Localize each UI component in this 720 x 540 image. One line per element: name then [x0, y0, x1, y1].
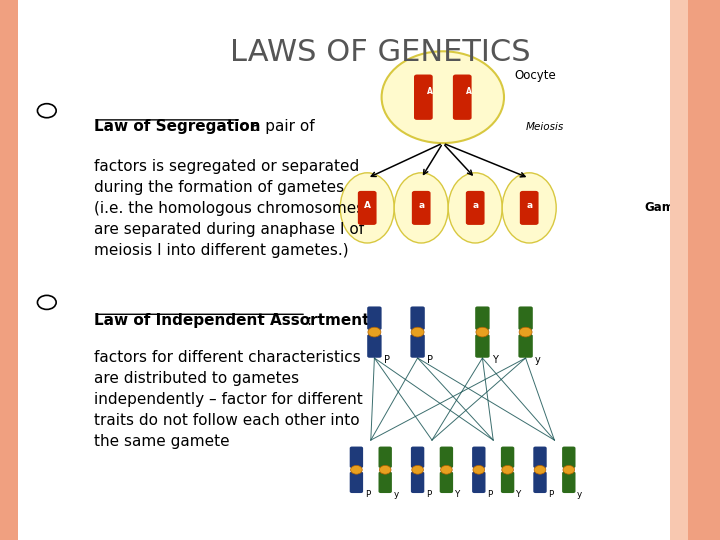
Text: P: P: [549, 490, 554, 499]
Text: a: a: [472, 201, 478, 210]
FancyBboxPatch shape: [475, 334, 490, 357]
Ellipse shape: [503, 173, 557, 243]
Text: P: P: [384, 355, 390, 365]
FancyBboxPatch shape: [520, 191, 539, 225]
Text: y: y: [577, 490, 582, 499]
FancyBboxPatch shape: [534, 447, 546, 468]
Circle shape: [37, 295, 56, 309]
Ellipse shape: [382, 51, 504, 143]
Text: a: a: [526, 201, 532, 210]
Text: Law of Independent Assortment: Law of Independent Assortment: [94, 313, 369, 328]
FancyBboxPatch shape: [440, 447, 453, 468]
Text: A: A: [427, 87, 433, 96]
FancyBboxPatch shape: [670, 0, 688, 540]
Text: Y: Y: [455, 490, 460, 499]
Text: P: P: [426, 490, 431, 499]
FancyBboxPatch shape: [518, 334, 533, 357]
FancyBboxPatch shape: [411, 447, 424, 468]
Circle shape: [534, 465, 546, 474]
FancyBboxPatch shape: [350, 471, 363, 493]
Circle shape: [563, 465, 575, 474]
Circle shape: [441, 465, 452, 474]
Text: y: y: [394, 490, 399, 499]
FancyBboxPatch shape: [414, 75, 433, 120]
Text: Meiosis: Meiosis: [526, 122, 564, 132]
FancyBboxPatch shape: [472, 447, 485, 468]
Text: Gametes: Gametes: [644, 201, 703, 214]
FancyBboxPatch shape: [367, 306, 382, 330]
Text: a: a: [418, 201, 424, 210]
Ellipse shape: [448, 173, 503, 243]
FancyBboxPatch shape: [688, 0, 720, 540]
Circle shape: [476, 327, 489, 337]
FancyBboxPatch shape: [358, 191, 377, 225]
Text: :: :: [306, 313, 311, 328]
Text: Law of Segregation: Law of Segregation: [94, 119, 260, 134]
FancyBboxPatch shape: [534, 471, 546, 493]
Circle shape: [411, 327, 424, 337]
FancyBboxPatch shape: [501, 471, 514, 493]
FancyBboxPatch shape: [411, 471, 424, 493]
FancyBboxPatch shape: [475, 306, 490, 330]
Text: Oocyte: Oocyte: [515, 69, 557, 82]
Ellipse shape: [340, 173, 395, 243]
FancyBboxPatch shape: [412, 191, 431, 225]
FancyBboxPatch shape: [410, 334, 425, 357]
Circle shape: [368, 327, 381, 337]
FancyBboxPatch shape: [379, 447, 392, 468]
Text: y: y: [535, 355, 541, 365]
FancyBboxPatch shape: [0, 0, 18, 540]
FancyBboxPatch shape: [562, 471, 575, 493]
Text: A: A: [364, 201, 371, 210]
Circle shape: [473, 465, 485, 474]
Text: LAWS OF GENETICS: LAWS OF GENETICS: [230, 38, 531, 67]
Circle shape: [519, 327, 532, 337]
FancyBboxPatch shape: [440, 471, 453, 493]
FancyBboxPatch shape: [501, 447, 514, 468]
Circle shape: [412, 465, 423, 474]
Text: Y: Y: [516, 490, 521, 499]
FancyBboxPatch shape: [562, 447, 575, 468]
Circle shape: [502, 465, 513, 474]
Circle shape: [379, 465, 391, 474]
FancyBboxPatch shape: [379, 471, 392, 493]
FancyBboxPatch shape: [410, 306, 425, 330]
FancyBboxPatch shape: [367, 334, 382, 357]
Text: : a pair of: : a pair of: [241, 119, 315, 134]
Text: A: A: [466, 87, 472, 96]
FancyBboxPatch shape: [453, 75, 472, 120]
FancyBboxPatch shape: [518, 306, 533, 330]
Text: P: P: [427, 355, 433, 365]
Text: factors for different characteristics
are distributed to gametes
independently –: factors for different characteristics ar…: [94, 350, 362, 449]
Text: factors is segregated or separated
during the formation of gametes
(i.e. the hom: factors is segregated or separated durin…: [94, 159, 364, 258]
Ellipse shape: [395, 173, 448, 243]
Circle shape: [37, 104, 56, 118]
Circle shape: [351, 465, 362, 474]
Text: Y: Y: [492, 355, 498, 365]
FancyBboxPatch shape: [350, 447, 363, 468]
Text: P: P: [365, 490, 370, 499]
FancyBboxPatch shape: [466, 191, 485, 225]
FancyBboxPatch shape: [472, 471, 485, 493]
Text: P: P: [487, 490, 492, 499]
